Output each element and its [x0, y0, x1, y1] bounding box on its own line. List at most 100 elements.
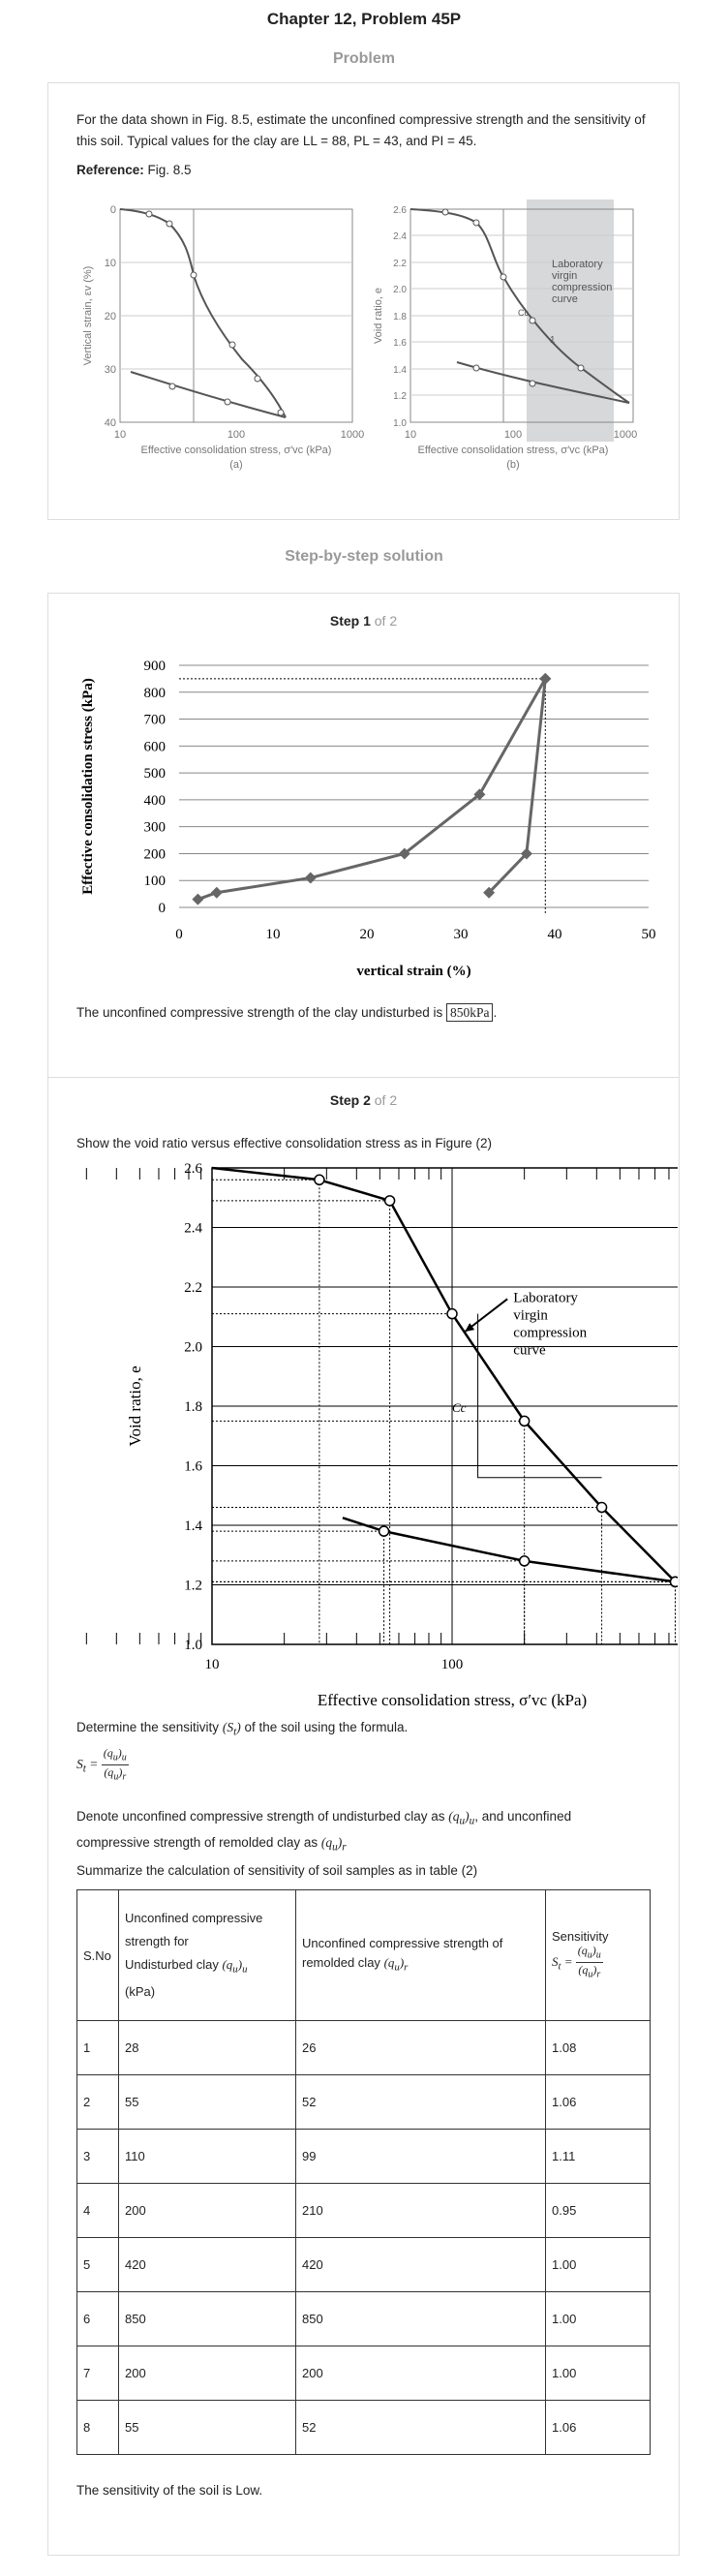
table-row: 7 200 200 1.00 — [76, 2346, 651, 2401]
fig-b-annotation-1: Laboratory — [552, 259, 603, 270]
fig-b-ylabel: Void ratio, e — [373, 288, 384, 344]
table-body: 1 28 26 1.08 2 55 52 1.06 3 110 99 1.11 4 200 210 0.95 5… — [76, 2020, 651, 2455]
slope-triangle — [477, 1313, 602, 1479]
determine-end: of the soil using the formula. — [240, 1720, 409, 1734]
fig-a-xtick-0: 10 — [114, 429, 126, 441]
fig-b-ytick-5: 1.6 — [393, 338, 407, 349]
fig-b-xtick-0: 10 — [405, 429, 416, 441]
step1-result-end: . — [493, 1005, 498, 1020]
step1-of: of 2 — [370, 613, 398, 629]
cell-remolded: 26 — [295, 2020, 546, 2075]
y-axis-label: Effective consolidation stress (kPa) — [80, 678, 96, 894]
fig-a-ytick-1: 10 — [105, 258, 116, 269]
denote-2: , and unconfined — [474, 1809, 572, 1824]
y-tick-label: 2.0 — [184, 1340, 202, 1356]
table-row: 8 55 52 1.06 — [76, 2400, 651, 2455]
cell-remolded: 200 — [295, 2346, 546, 2401]
data-point — [518, 1555, 531, 1567]
y-tick-label: 300 — [144, 820, 167, 836]
x-tick-label: 100 — [441, 1657, 464, 1672]
y-tick-label: 600 — [144, 739, 167, 754]
y-tick-label: 800 — [144, 686, 167, 701]
data-point — [378, 1525, 390, 1537]
x-tick-label: 40 — [548, 927, 562, 942]
determine-line: Determine the sensitivity (St) of the so… — [76, 1717, 408, 1743]
fig-b-ytick-7: 1.2 — [393, 391, 407, 402]
void-ratio-chart: 1.01.21.41.61.82.02.22.42.6101001000Labo… — [85, 1161, 678, 1709]
fig-b-ytick-8: 1.0 — [393, 418, 407, 429]
y-tick-label: 1.0 — [184, 1638, 202, 1653]
table-row: 5 420 420 1.00 — [76, 2237, 651, 2292]
header-undisturbed-line-3: Undisturbed clay — [125, 1956, 219, 1972]
cell-sno: 8 — [76, 2400, 119, 2455]
step1-label: Step 1 — [329, 613, 371, 629]
figure-b: Laboratory virgin compression curve Cc 1… — [373, 199, 637, 471]
strain-stress-chart: 0 100 200 300 400 500 600 700 800 900 0 10 20 30 40 50 v… — [80, 659, 656, 979]
x-tick-label: 10 — [205, 1657, 220, 1672]
cell-undisturbed: 110 — [118, 2129, 296, 2184]
y-tick-label: 200 — [144, 846, 167, 862]
cell-sensitivity: 1.08 — [545, 2020, 651, 2075]
data-point — [539, 672, 552, 685]
y-tick-label: 2.2 — [184, 1280, 202, 1296]
y-tick-label: 2.6 — [184, 1161, 202, 1177]
header-remolded-text: Unconfined compressive strength of remol… — [302, 1935, 503, 1970]
sensitivity-formula: St = (qu)u (qu)r — [76, 1746, 129, 1783]
cell-remolded: 52 — [295, 2074, 546, 2130]
denote-1: Denote unconfined compressive strength o… — [76, 1809, 445, 1824]
data-point — [446, 1307, 458, 1320]
problem-text: For the data shown in Fig. 8.5, estimate… — [76, 112, 646, 148]
step1-card: Step 1 of 2 0 100 200 300 400 500 600 700 800 900… — [47, 593, 680, 1079]
cell-sno: 6 — [76, 2291, 119, 2346]
problem-heading: Problem — [332, 50, 395, 67]
determine-text: Determine the sensitivity — [76, 1720, 220, 1734]
step2-intro: Show the void ratio versus effective con… — [76, 1136, 492, 1150]
data-point — [304, 872, 317, 884]
step1-result: The unconfined compressive strength of t… — [76, 1002, 497, 1024]
header-sno: S.No — [76, 1889, 119, 2021]
y-axis-label: Void ratio, e — [126, 1365, 144, 1446]
fig-a-xtick-2: 1000 — [341, 429, 364, 441]
cell-undisturbed: 200 — [118, 2346, 296, 2401]
step2-of: of 2 — [370, 1092, 398, 1108]
cc-label: Cc — [452, 1400, 467, 1415]
y-tick-label: 1.4 — [184, 1518, 202, 1534]
header-undisturbed-line-2: strength for — [125, 1933, 189, 1948]
fig-b-xtick-2: 1000 — [614, 429, 637, 441]
y-tick-label: 1.2 — [184, 1579, 202, 1594]
cell-sno: 1 — [76, 2020, 119, 2075]
rebound-curve — [342, 1517, 676, 1583]
cell-sno: 3 — [76, 2129, 119, 2184]
cell-undisturbed: 850 — [118, 2291, 296, 2346]
fig-b-ytick-1: 2.4 — [393, 231, 407, 242]
annotation-line: virgin — [513, 1307, 548, 1323]
data-point — [383, 1195, 396, 1207]
fig-a-caption: (a) — [229, 459, 242, 471]
series-line-2 — [488, 678, 547, 894]
cell-sensitivity: 1.00 — [545, 2346, 651, 2401]
cell-remolded: 420 — [295, 2237, 546, 2292]
header-remolded: Unconfined compressive strength of remol… — [295, 1889, 546, 2021]
cell-sno: 2 — [76, 2074, 119, 2130]
fig-a-ylabel: Vertical strain, εv (%) — [82, 266, 94, 366]
cell-sno: 5 — [76, 2237, 119, 2292]
table-row: 6 850 850 1.00 — [76, 2291, 651, 2346]
step1-heading: Step 1 of 2 — [48, 613, 679, 629]
fig-b-annotation-3: compression — [552, 282, 612, 293]
annotation-line: curve — [513, 1342, 546, 1358]
step2-label: Step 2 — [329, 1092, 371, 1108]
data-point — [192, 893, 204, 905]
fig-b-ytick-6: 1.4 — [393, 365, 407, 376]
step1-result-value: 850kPa — [445, 1003, 494, 1022]
solution-heading: Step-by-step solution — [285, 548, 443, 565]
fig-b-ytick-0: 2.6 — [393, 205, 407, 216]
cell-remolded: 210 — [295, 2183, 546, 2238]
step2-heading: Step 2 of 2 — [48, 1092, 679, 1108]
x-axis-label: vertical strain (%) — [356, 964, 470, 979]
table-row: 3 110 99 1.11 — [76, 2129, 651, 2184]
data-point — [595, 1501, 608, 1514]
problem-reference: Reference: Fig. 8.5 — [76, 160, 192, 181]
page-title: Chapter 12, Problem 45P — [266, 10, 462, 28]
cell-remolded: 850 — [295, 2291, 546, 2346]
cell-undisturbed: 55 — [118, 2074, 296, 2130]
